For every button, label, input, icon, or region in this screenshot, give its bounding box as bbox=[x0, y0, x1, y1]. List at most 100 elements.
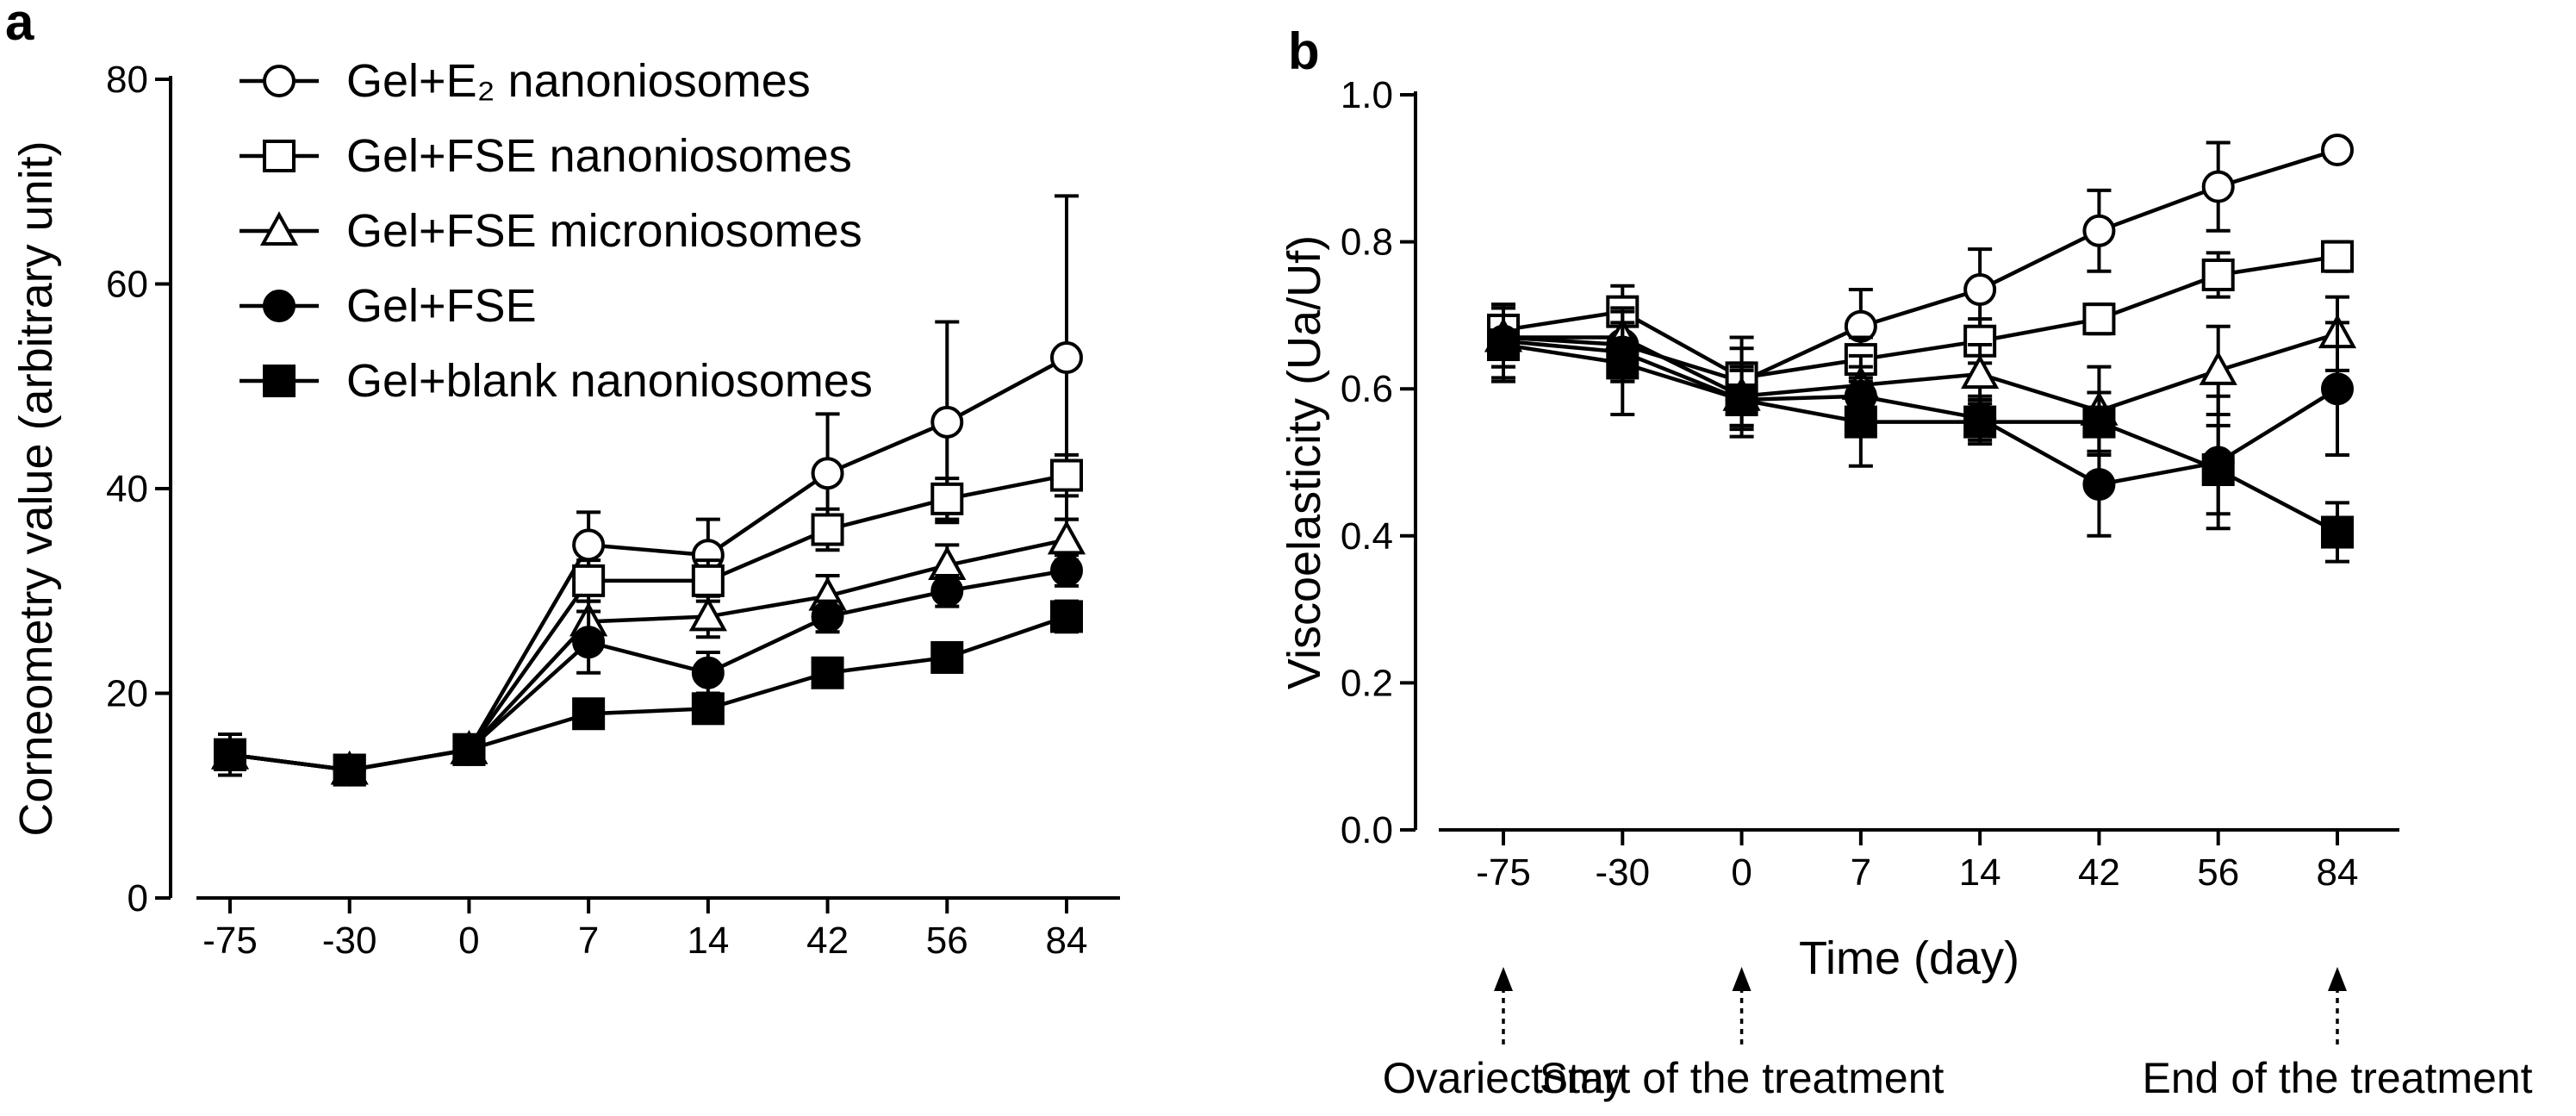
x-tick-label: 0 bbox=[1731, 851, 1752, 894]
data-point bbox=[1050, 554, 1083, 587]
panel-label-b: b bbox=[1288, 22, 1320, 80]
legend-entry: Gel+FSE bbox=[240, 280, 537, 332]
data-point bbox=[1725, 383, 1758, 416]
y-tick-label: 0 bbox=[128, 877, 148, 920]
data-point bbox=[930, 405, 964, 439]
legend-entry: Gel+FSE microniosomes bbox=[240, 205, 862, 257]
x-tick-label: 56 bbox=[2197, 851, 2239, 894]
y-tick-label: 0.6 bbox=[1341, 368, 1393, 410]
data-point bbox=[572, 528, 606, 562]
data-point bbox=[572, 626, 606, 659]
annotation-label: Ovariectomy bbox=[1383, 1054, 1625, 1102]
annotation-ovariectomy: Ovariectomy bbox=[1383, 967, 1625, 1102]
x-tick-label: 0 bbox=[458, 920, 479, 962]
y-tick-label: 80 bbox=[106, 59, 148, 101]
data-point bbox=[691, 692, 725, 726]
data-point bbox=[2082, 405, 2116, 439]
y-tick-label: 0.0 bbox=[1341, 809, 1393, 851]
legend-marker bbox=[263, 65, 296, 97]
legend-label: Gel+E₂ nanoniosomes bbox=[346, 55, 811, 107]
y-tick-label: 0.4 bbox=[1341, 515, 1393, 558]
y-axis-title: Viscoelasticity (Ua/Uf) bbox=[1279, 235, 1330, 689]
data-point bbox=[2321, 240, 2354, 273]
data-point bbox=[572, 564, 606, 597]
data-point bbox=[1844, 405, 1877, 439]
x-tick-label: 14 bbox=[1959, 851, 2001, 894]
data-point bbox=[1050, 458, 1083, 492]
annotation-label: End of the treatment bbox=[2142, 1054, 2532, 1102]
data-point bbox=[214, 738, 246, 771]
data-point bbox=[811, 513, 844, 546]
x-tick-label: -75 bbox=[1476, 851, 1531, 894]
panel-a-chart: 0 20 40 60 80 -75 -30 0 7 14 42 56 84 Corneometry val… bbox=[10, 55, 1120, 962]
data-point bbox=[811, 457, 844, 490]
data-point bbox=[2201, 258, 2235, 291]
x-tick-label: 42 bbox=[806, 920, 849, 962]
annotation-label: Start of the treatment bbox=[1540, 1054, 1944, 1102]
legend-label: Gel+FSE nanoniosomes bbox=[346, 130, 852, 182]
data-point bbox=[2201, 453, 2235, 487]
legend-marker bbox=[263, 290, 296, 322]
data-point bbox=[2199, 351, 2237, 385]
series-line bbox=[1503, 342, 2339, 534]
y-axis-title: Corneometry value (arbitrary unit) bbox=[10, 140, 62, 836]
y-tick-label: 1.0 bbox=[1341, 74, 1393, 116]
series-line bbox=[229, 614, 1067, 772]
data-point bbox=[930, 482, 964, 515]
y-tick-label: 0.2 bbox=[1341, 662, 1393, 704]
data-point bbox=[1606, 346, 1640, 380]
data-point bbox=[688, 596, 727, 632]
data-point bbox=[930, 574, 964, 608]
x-tick-label: -75 bbox=[202, 920, 258, 962]
y-tick-label: 60 bbox=[106, 264, 148, 306]
data-point bbox=[1050, 341, 1083, 374]
data-point bbox=[333, 753, 366, 787]
arrow-head bbox=[1494, 967, 1513, 991]
y-tick-label: 20 bbox=[106, 673, 148, 715]
legend-label: Gel+FSE microniosomes bbox=[346, 205, 862, 257]
data-point bbox=[1961, 354, 2000, 390]
data-point bbox=[1047, 520, 1086, 555]
y-tick-label: 40 bbox=[106, 468, 148, 510]
legend-entry: Gel+E₂ nanoniosomes bbox=[240, 55, 811, 107]
x-tick-label: 42 bbox=[2078, 851, 2120, 894]
data-point bbox=[1050, 600, 1083, 633]
data-point bbox=[811, 600, 844, 633]
x-tick-label: 14 bbox=[687, 920, 729, 962]
x-tick-label: 84 bbox=[2317, 851, 2359, 894]
legend-label: Gel+blank nanoniosomes bbox=[346, 355, 873, 407]
data-point bbox=[1487, 328, 1520, 362]
series-line bbox=[1503, 332, 2338, 414]
annotation-start-of-the-treatment: Start of the treatment bbox=[1540, 967, 1944, 1102]
arrow-head bbox=[1732, 967, 1752, 991]
data-point bbox=[1963, 273, 1997, 307]
x-tick-label: 7 bbox=[1851, 851, 1871, 894]
data-point bbox=[452, 733, 486, 766]
series-line bbox=[1503, 147, 2338, 384]
data-point bbox=[2321, 372, 2354, 406]
data-point bbox=[2082, 302, 2116, 336]
annotation-end-of-the-treatment: End of the treatment bbox=[2142, 967, 2533, 1102]
series-line bbox=[1503, 254, 2338, 380]
panel-label-a: a bbox=[5, 0, 34, 51]
legend-marker bbox=[263, 365, 296, 397]
data-point bbox=[691, 564, 725, 597]
x-tick-label: 56 bbox=[926, 920, 968, 962]
data-point bbox=[572, 697, 606, 731]
data-point bbox=[1963, 405, 1997, 439]
y-tick-label: 0.8 bbox=[1341, 221, 1393, 264]
data-point bbox=[2201, 170, 2235, 203]
data-point bbox=[691, 656, 725, 689]
data-point bbox=[930, 640, 964, 674]
data-point bbox=[2321, 133, 2354, 166]
legend-marker bbox=[263, 140, 296, 172]
series-line bbox=[1503, 339, 2339, 487]
panel-b-chart: 0.0 0.2 0.4 0.6 0.8 1.0 -75 -30 0 7 14 42 56 84 Viscoe… bbox=[1279, 74, 2533, 1102]
series-gel-blank-nanoniosomes bbox=[214, 599, 1083, 787]
legend-label: Gel+FSE bbox=[346, 280, 537, 332]
data-point bbox=[811, 656, 844, 689]
x-tick-label: 84 bbox=[1046, 920, 1088, 962]
x-axis-title: Time (day) bbox=[1799, 932, 2019, 984]
data-point bbox=[2082, 468, 2116, 502]
